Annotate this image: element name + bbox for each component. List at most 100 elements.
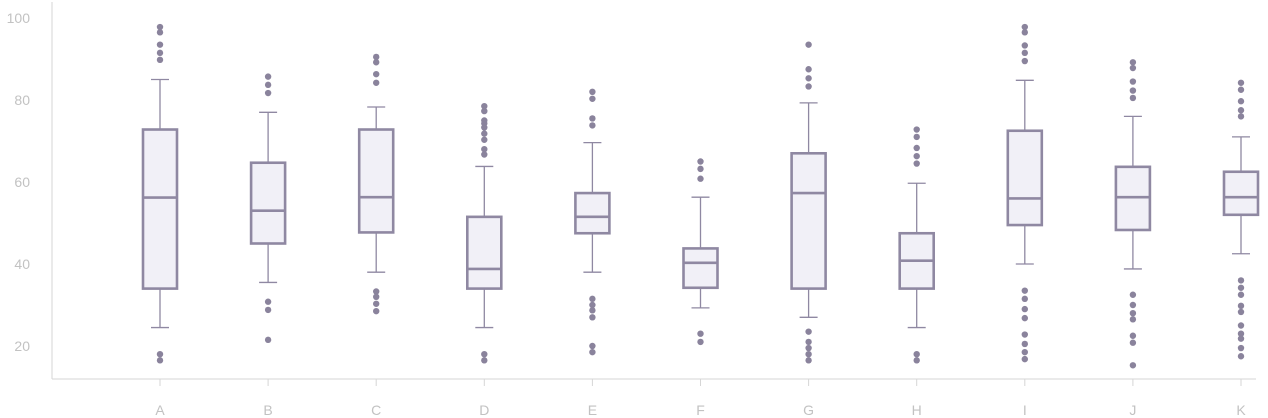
x-tick-label: E bbox=[588, 402, 597, 418]
outlier-point bbox=[805, 328, 812, 335]
outlier-point bbox=[1237, 335, 1245, 342]
outlier-point bbox=[481, 130, 488, 137]
outlier-point bbox=[481, 151, 488, 158]
iqr-box bbox=[249, 161, 287, 245]
outlier-point bbox=[156, 23, 164, 31]
outlier-point bbox=[1237, 113, 1245, 120]
outlier-point bbox=[589, 122, 596, 129]
x-tick-label: G bbox=[803, 402, 814, 418]
outlier-point bbox=[589, 95, 596, 102]
outlier-point bbox=[1021, 348, 1028, 356]
outlier-point bbox=[264, 306, 272, 314]
y-tick-label: 40 bbox=[14, 256, 30, 272]
outlier-point bbox=[156, 29, 164, 36]
outlier-point bbox=[373, 79, 380, 86]
outlier-point bbox=[481, 357, 488, 364]
outlier-point bbox=[805, 66, 812, 73]
outlier-point bbox=[913, 144, 920, 152]
outlier-point bbox=[481, 146, 488, 153]
y-tick-label: 80 bbox=[14, 92, 30, 108]
box-group-b bbox=[249, 73, 287, 344]
iqr-box bbox=[682, 247, 719, 290]
outlier-point bbox=[1129, 362, 1137, 369]
outlier-point bbox=[805, 83, 812, 90]
x-axis: A B C D E F G H I J K bbox=[52, 378, 1256, 418]
outlier-point bbox=[1021, 57, 1028, 65]
outlier-point bbox=[697, 338, 704, 346]
iqr-box bbox=[1006, 129, 1044, 227]
box-group-a bbox=[141, 23, 179, 364]
box-group-j bbox=[1114, 59, 1152, 369]
outlier-point bbox=[589, 348, 596, 356]
outlier-point bbox=[1021, 340, 1028, 348]
outlier-point bbox=[1021, 49, 1028, 57]
outlier-point bbox=[589, 295, 596, 303]
outlier-point bbox=[1021, 305, 1028, 313]
outlier-point bbox=[481, 117, 488, 124]
outlier-point bbox=[1237, 330, 1245, 337]
y-axis: 20 40 60 80 100 bbox=[7, 2, 53, 379]
outlier-point bbox=[1129, 291, 1137, 298]
outlier-point bbox=[264, 73, 272, 80]
outlier-point bbox=[1129, 59, 1137, 66]
outlier-point bbox=[264, 336, 272, 344]
outlier-point bbox=[1021, 355, 1028, 363]
outlier-point bbox=[913, 351, 920, 358]
box-group-i bbox=[1006, 23, 1044, 363]
outlier-point bbox=[913, 126, 920, 133]
outlier-point bbox=[1021, 42, 1028, 49]
outlier-point bbox=[481, 136, 488, 143]
outlier-point bbox=[264, 81, 272, 89]
outlier-point bbox=[589, 301, 596, 309]
iqr-box bbox=[790, 152, 827, 290]
outlier-point bbox=[373, 53, 380, 61]
iqr-box bbox=[1222, 170, 1260, 217]
iqr-box bbox=[574, 191, 611, 235]
outlier-point bbox=[1237, 98, 1245, 105]
box-group-k bbox=[1222, 79, 1260, 360]
outlier-point bbox=[1021, 29, 1028, 36]
outlier-point bbox=[697, 175, 704, 182]
outlier-point bbox=[913, 160, 920, 167]
outlier-point bbox=[1129, 94, 1137, 102]
outlier-point bbox=[1237, 344, 1245, 352]
x-tick-label: F bbox=[696, 402, 705, 418]
outlier-point bbox=[373, 293, 380, 300]
outlier-point bbox=[697, 158, 704, 165]
outlier-point bbox=[1021, 314, 1028, 322]
outlier-point bbox=[805, 75, 812, 82]
outlier-point bbox=[373, 288, 380, 295]
iqr-box bbox=[141, 128, 179, 290]
x-tick-label: C bbox=[371, 402, 381, 418]
outlier-point bbox=[805, 338, 812, 346]
outlier-point bbox=[1021, 295, 1028, 303]
outlier-point bbox=[1129, 316, 1137, 323]
iqr-box bbox=[357, 128, 395, 234]
outlier-point bbox=[589, 115, 596, 122]
outlier-point bbox=[1129, 87, 1137, 94]
outlier-point bbox=[1021, 23, 1028, 31]
outlier-point bbox=[1237, 79, 1245, 86]
outlier-point bbox=[589, 314, 596, 321]
y-tick-label: 60 bbox=[14, 174, 30, 190]
iqr-box bbox=[465, 215, 503, 290]
y-tick-label: 20 bbox=[14, 338, 30, 354]
outlier-point bbox=[1129, 64, 1137, 72]
outlier-point bbox=[1129, 301, 1137, 309]
outlier-point bbox=[373, 300, 380, 307]
outlier-point bbox=[1237, 277, 1245, 284]
outlier-point bbox=[373, 307, 380, 315]
outlier-point bbox=[1237, 302, 1245, 310]
outlier-point bbox=[913, 133, 920, 141]
box-group-d bbox=[465, 102, 503, 364]
outlier-point bbox=[697, 330, 704, 337]
outlier-point bbox=[805, 357, 812, 364]
box-group-g bbox=[790, 41, 827, 364]
outlier-point bbox=[156, 357, 164, 364]
x-tick-label: I bbox=[1023, 402, 1027, 418]
outlier-point bbox=[481, 102, 488, 110]
outlier-point bbox=[1129, 339, 1137, 346]
outlier-point bbox=[156, 56, 164, 64]
box-series bbox=[141, 23, 1260, 369]
